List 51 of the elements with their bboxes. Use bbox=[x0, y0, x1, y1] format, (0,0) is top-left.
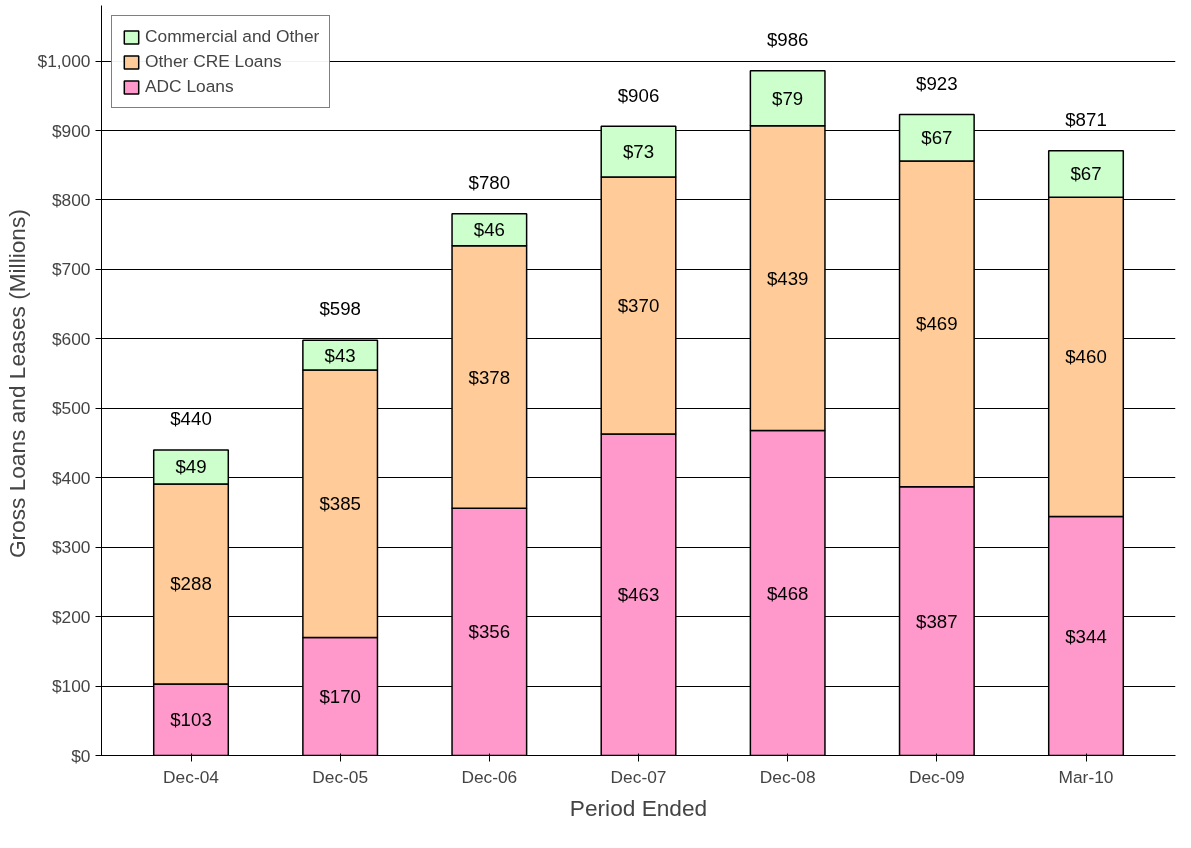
y-axis-title: Gross Loans and Leases (Millions) bbox=[3, 209, 30, 559]
data-label: $370 bbox=[617, 295, 660, 316]
data-label: $73 bbox=[622, 141, 655, 163]
data-label: $79 bbox=[772, 87, 804, 109]
data-label: $463 bbox=[617, 584, 660, 606]
legend-label: ADC Loans bbox=[145, 76, 234, 97]
data-label: $103 bbox=[170, 709, 212, 731]
x-axis-title: Period Ended bbox=[569, 794, 708, 821]
data-label: $460 bbox=[1065, 346, 1107, 368]
x-tick-label: Dec-07 bbox=[610, 766, 667, 787]
y-tick-label: $400 bbox=[51, 467, 91, 488]
x-tick-label: Dec-05 bbox=[312, 766, 369, 787]
total-label: $906 bbox=[617, 84, 660, 106]
x-tick-label: Dec-08 bbox=[759, 766, 816, 787]
data-label: $356 bbox=[468, 621, 511, 643]
legend-label: Commercial and Other bbox=[145, 26, 320, 47]
y-tick-label: $300 bbox=[51, 537, 91, 558]
y-tick-label: $800 bbox=[51, 189, 91, 210]
y-tick-label: $200 bbox=[51, 606, 91, 627]
data-label: $468 bbox=[766, 582, 809, 604]
total-label: $440 bbox=[170, 408, 212, 430]
y-tick-label: $100 bbox=[51, 676, 91, 697]
data-label: $439 bbox=[766, 267, 809, 289]
data-label: $344 bbox=[1065, 625, 1107, 647]
total-label: $871 bbox=[1065, 108, 1107, 130]
data-label: $49 bbox=[175, 456, 207, 478]
y-tick-label: $0 bbox=[71, 745, 91, 766]
data-label: $67 bbox=[1070, 163, 1102, 185]
x-tick-label: Dec-09 bbox=[908, 766, 965, 787]
total-label: $923 bbox=[916, 72, 958, 94]
y-tick-label: $500 bbox=[51, 398, 91, 419]
data-label: $46 bbox=[473, 219, 505, 241]
y-tick-label: $600 bbox=[51, 328, 91, 349]
x-tick-label: Dec-04 bbox=[163, 766, 220, 787]
data-label: $387 bbox=[916, 610, 958, 632]
y-tick-label: $1,000 bbox=[37, 51, 91, 72]
data-label: $43 bbox=[324, 344, 356, 366]
data-label: $288 bbox=[170, 573, 212, 595]
data-label: $469 bbox=[916, 313, 958, 335]
data-label: $170 bbox=[319, 685, 361, 707]
total-label: $986 bbox=[766, 28, 809, 50]
x-tick-label: Mar-10 bbox=[1058, 766, 1114, 787]
data-label: $67 bbox=[921, 127, 953, 149]
x-tick-label: Dec-06 bbox=[461, 766, 518, 787]
total-label: $780 bbox=[468, 172, 511, 193]
data-label: $378 bbox=[468, 366, 511, 388]
y-tick-label: $700 bbox=[51, 259, 91, 280]
legend-label: Other CRE Loans bbox=[145, 51, 282, 72]
total-label: $598 bbox=[319, 298, 361, 320]
data-label: $385 bbox=[319, 493, 361, 515]
y-tick-label: $900 bbox=[51, 120, 91, 141]
